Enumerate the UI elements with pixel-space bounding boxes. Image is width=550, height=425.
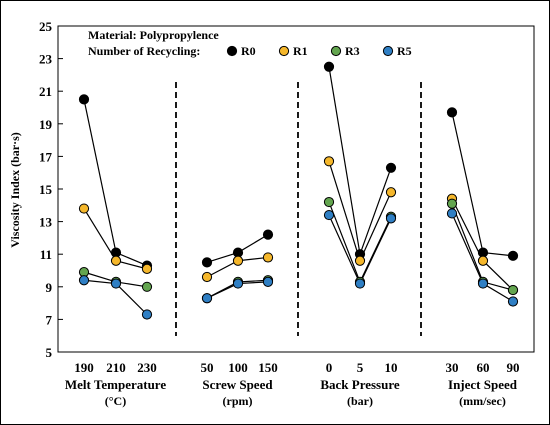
point-r0 xyxy=(201,257,213,268)
legend-marker-r1 xyxy=(278,45,290,57)
point-r1 xyxy=(385,187,397,198)
x-tick-label: 10 xyxy=(385,360,398,375)
point-r0 xyxy=(446,107,458,118)
point-r3 xyxy=(141,281,153,292)
group-unit: (rpm) xyxy=(223,394,253,408)
x-tick-label: 30 xyxy=(446,360,459,375)
point-r5 xyxy=(477,278,489,289)
point-r0 xyxy=(323,61,335,72)
legend-recycling-label: Number of Recycling: xyxy=(88,44,200,58)
legend-material: Material: Polypropylence xyxy=(88,28,219,42)
legend-label-r0: R0 xyxy=(241,44,256,58)
legend-label-r1: R1 xyxy=(293,44,308,58)
point-r0 xyxy=(78,94,90,105)
point-r1 xyxy=(354,255,366,266)
x-tick-label: 60 xyxy=(477,360,490,375)
plot-area: 5 7 9 11 13 15 17 19 21 23 25 190 210 230 Melt Tempera… xyxy=(39,19,535,408)
legend-label-r3: R3 xyxy=(345,44,360,58)
group-unit: (bar) xyxy=(347,394,373,408)
y-tick-label: 23 xyxy=(39,52,53,67)
point-r5 xyxy=(446,208,458,219)
point-r1 xyxy=(110,255,122,266)
point-r5 xyxy=(385,213,397,224)
point-r3 xyxy=(323,196,335,208)
y-tick-label: 25 xyxy=(39,19,53,34)
point-r5 xyxy=(354,278,366,289)
legend: R0 R1 R3 R5 xyxy=(226,44,412,58)
point-r5 xyxy=(323,209,335,221)
point-r5 xyxy=(78,275,90,286)
y-tick-label: 5 xyxy=(46,345,53,360)
y-tick-label: 17 xyxy=(39,149,53,164)
x-tick-label: 210 xyxy=(106,360,126,375)
y-axis-label: Viscosity Index (bar·s) xyxy=(8,132,22,248)
x-tick-label: 90 xyxy=(507,360,520,375)
group-label: Melt Temperature xyxy=(65,377,166,392)
y-tick-label: 11 xyxy=(40,247,52,262)
x-tick-label: 230 xyxy=(137,360,157,375)
point-r5 xyxy=(201,293,213,304)
y-tick-label: 19 xyxy=(39,117,53,132)
legend-marker-r0 xyxy=(226,45,238,57)
point-r5 xyxy=(262,276,274,288)
y-tick-label: 13 xyxy=(39,215,53,230)
point-r5 xyxy=(232,278,244,289)
point-r1 xyxy=(78,203,90,214)
y-tick-label: 9 xyxy=(46,280,53,295)
group-label: Inject Speed xyxy=(448,377,518,392)
point-r1 xyxy=(262,252,274,263)
point-r5 xyxy=(507,296,519,307)
group-unit: (°C) xyxy=(105,394,126,408)
legend-marker-r5 xyxy=(382,45,394,57)
point-r1 xyxy=(232,255,244,266)
point-r5 xyxy=(110,278,122,289)
point-r1 xyxy=(201,271,213,283)
x-tick-label: 5 xyxy=(357,360,364,375)
point-r5 xyxy=(141,309,153,320)
x-tick-label: 150 xyxy=(258,360,278,375)
legend-label-r5: R5 xyxy=(397,44,412,58)
group-label: Screw Speed xyxy=(202,377,273,392)
x-tick-label: 50 xyxy=(201,360,214,375)
point-r3 xyxy=(446,198,458,209)
legend-marker-r3 xyxy=(330,45,342,57)
point-r1 xyxy=(323,156,335,167)
point-r0 xyxy=(507,250,519,261)
point-r1 xyxy=(141,263,153,274)
point-r3 xyxy=(507,284,519,296)
x-tick-label: 0 xyxy=(326,360,333,375)
group-unit: (mm/sec) xyxy=(459,394,506,408)
group-label: Back Pressure xyxy=(320,377,400,392)
point-r0 xyxy=(385,162,397,173)
y-tick-label: 7 xyxy=(46,312,53,327)
y-tick-label: 21 xyxy=(39,84,52,99)
x-tick-label: 190 xyxy=(74,360,94,375)
point-r0 xyxy=(262,229,274,240)
x-tick-label: 100 xyxy=(228,360,248,375)
y-tick-label: 15 xyxy=(39,182,53,197)
point-r1 xyxy=(477,255,489,266)
